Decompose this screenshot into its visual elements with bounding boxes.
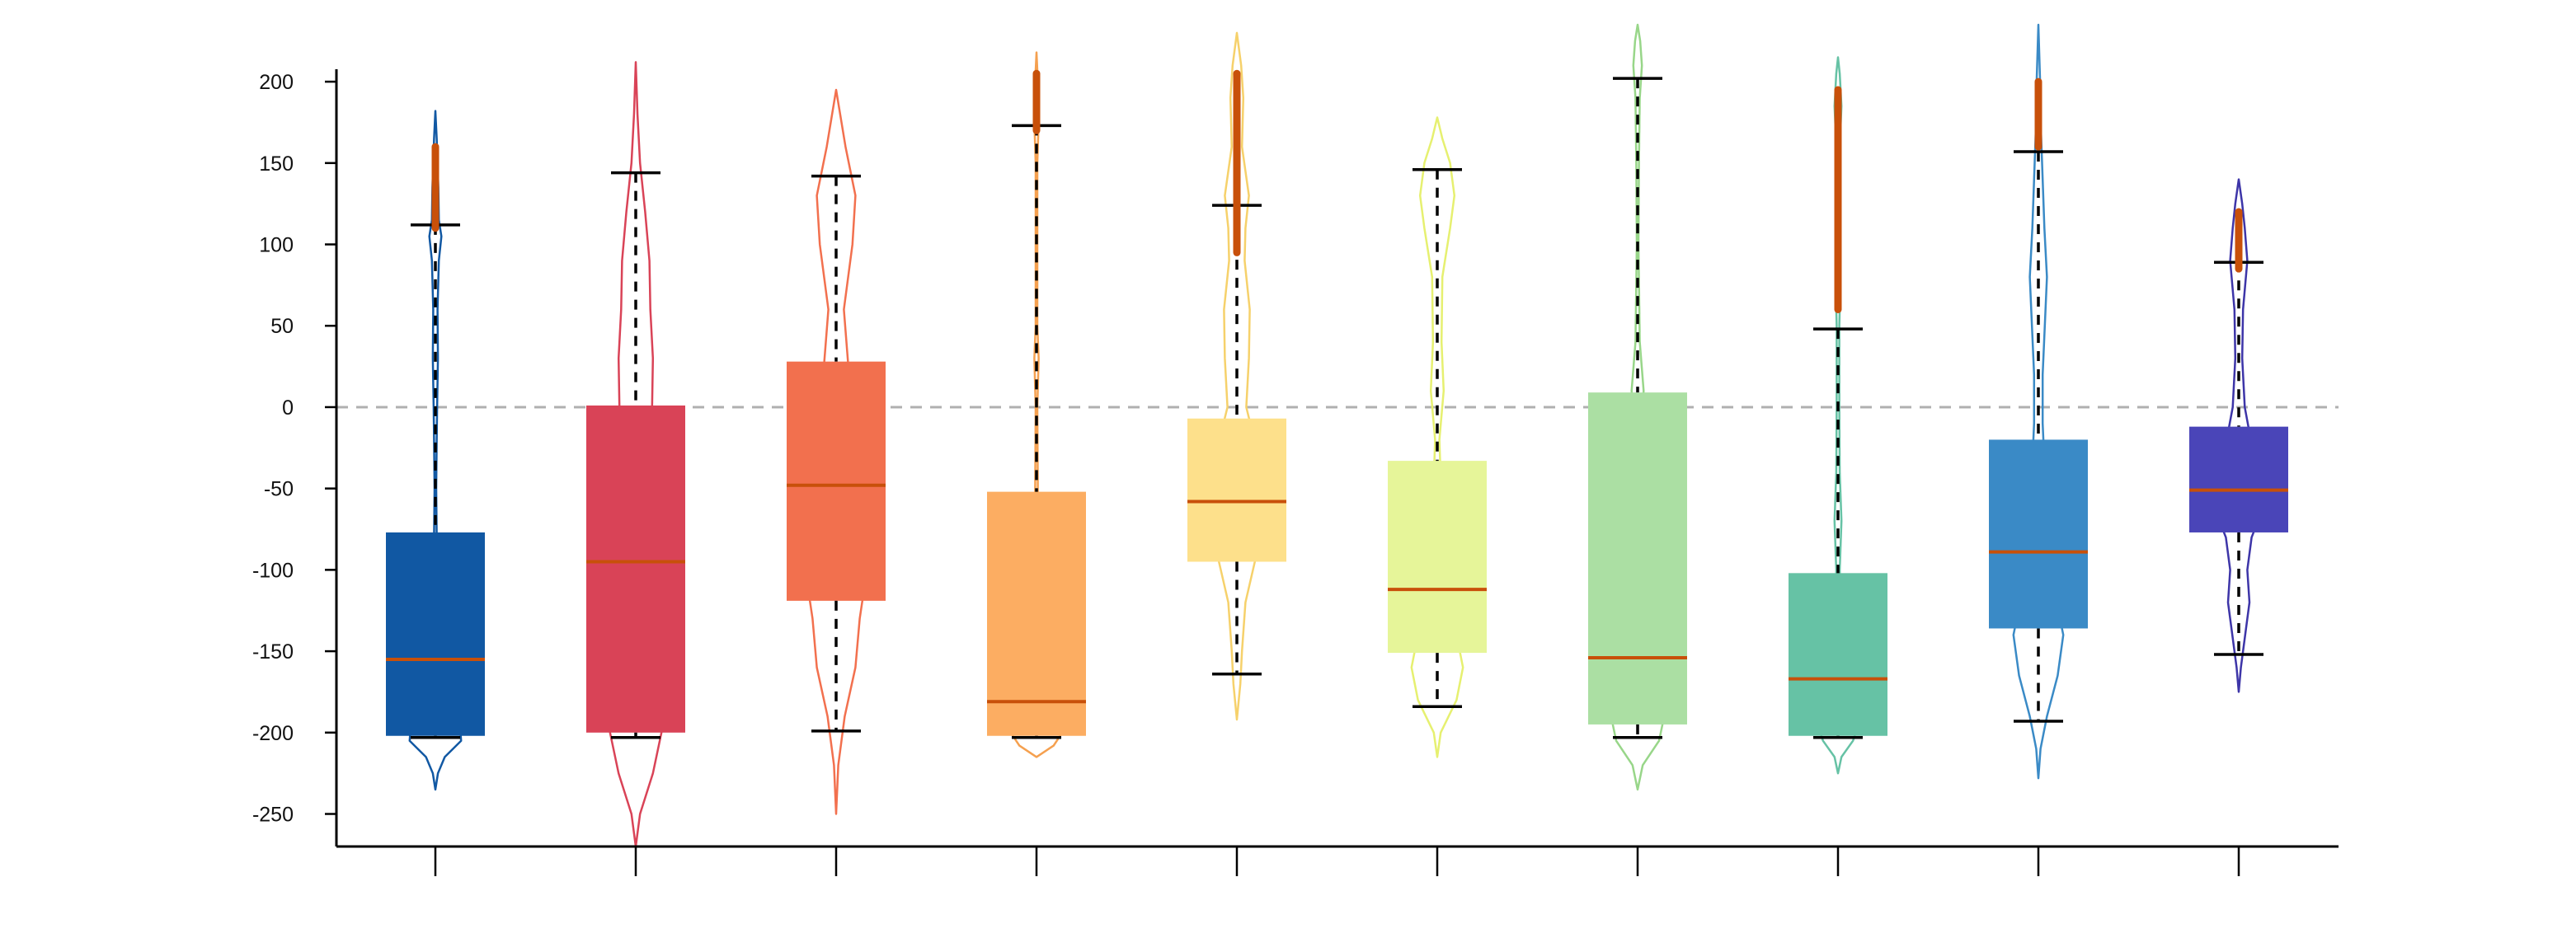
violin-10 (2212, 178, 2266, 693)
box-7 (1588, 392, 1687, 725)
y-tick-label: 50 (270, 315, 294, 338)
box-1 (386, 532, 485, 736)
y-tick-label: 200 (259, 71, 294, 94)
y-tick-label: 0 (282, 396, 294, 420)
box-8 (1789, 573, 1887, 736)
box-2 (586, 405, 685, 733)
box-9 (1989, 439, 2088, 629)
y-tick-label: -50 (264, 478, 294, 501)
box-4 (987, 491, 1086, 736)
box-6 (1388, 461, 1487, 654)
box-layer (386, 69, 2288, 739)
y-tick-label: 150 (259, 152, 294, 176)
violin-layer (408, 23, 2266, 848)
box-10 (2189, 426, 2288, 532)
y-tick-label: -250 (252, 804, 294, 827)
axes-layer: -250 -200 -150 -100 -50 0 50 100 150 200 (252, 69, 2339, 876)
y-tick-label: -100 (252, 559, 294, 582)
y-tick-label: -200 (252, 722, 294, 745)
box-5 (1187, 418, 1286, 562)
box-3 (787, 361, 886, 601)
y-tick-label: 100 (259, 234, 294, 257)
y-tick-label: -150 (252, 640, 294, 664)
